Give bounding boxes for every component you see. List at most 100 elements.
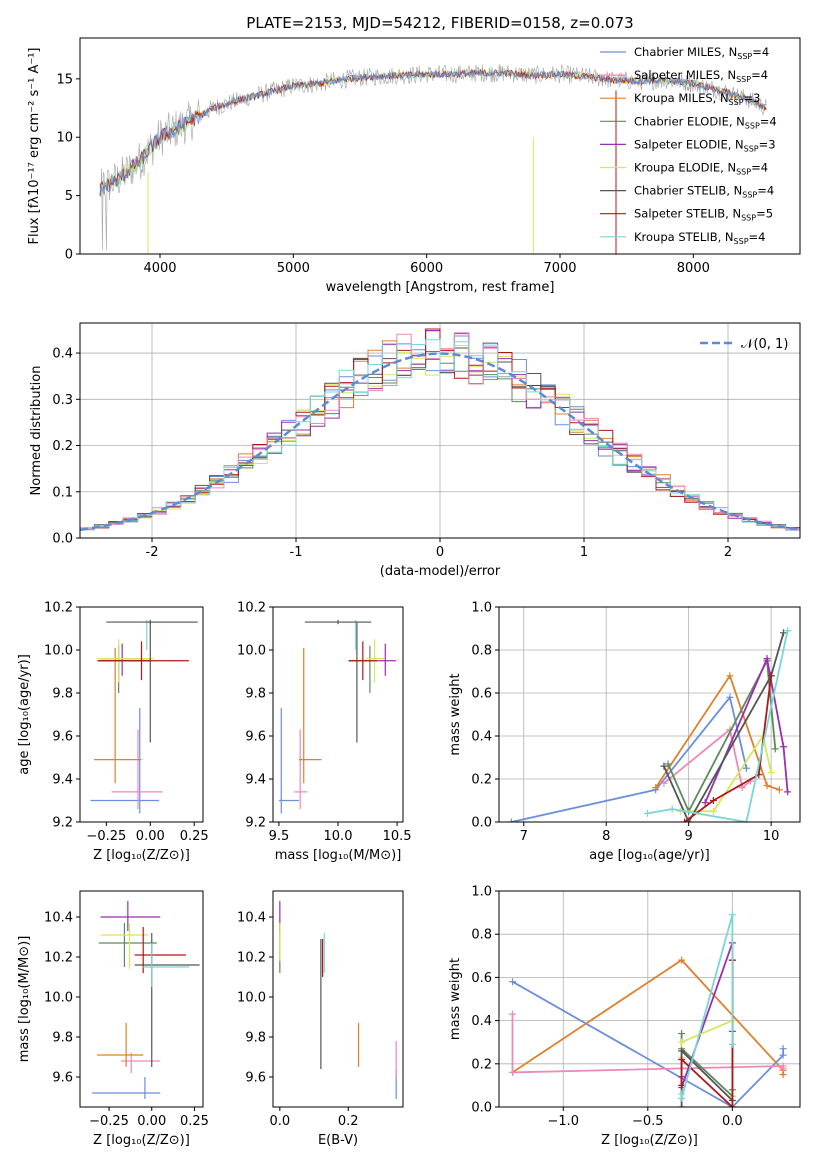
data-point — [106, 619, 198, 625]
weight-marker — [779, 1064, 787, 1072]
x-axis-label: Z [log₁₀(Z/Z⊙)] — [93, 848, 190, 863]
plot-area — [507, 627, 792, 822]
legend-entry: Kroupa STELIB, NSSP=4 — [634, 230, 765, 246]
y-tick-label: 0.8 — [471, 644, 492, 659]
y-tick-label: 0.0 — [52, 532, 73, 547]
y-tick-label: 10.2 — [237, 951, 266, 966]
x-axis-label: wavelength [Angstrom, rest frame] — [326, 280, 555, 295]
axes-frame — [79, 37, 801, 255]
x-tick-label: 10 — [763, 829, 780, 844]
x-axis-label: mass [log₁₀(M/M⊙)] — [275, 848, 402, 863]
x-tick-label: −0.25 — [86, 829, 126, 844]
weight-series — [683, 675, 772, 822]
x-axis-label: Z [log₁₀(Z/Z⊙)] — [93, 1133, 190, 1148]
x-tick-label: 10.5 — [383, 829, 412, 844]
y-tick-label: 0.0 — [471, 1101, 492, 1116]
y-tick-label: 0.2 — [471, 773, 492, 788]
x-tick-label: 10.0 — [324, 829, 353, 844]
legend-entry: 𝒩(0, 1) — [741, 337, 788, 352]
weight-marker — [678, 1094, 686, 1102]
y-axis-label: Flux [fλ10⁻¹⁷ erg cm⁻² s⁻¹ A⁻¹] — [27, 48, 42, 245]
weight-marker — [507, 818, 515, 822]
weight-marker — [771, 745, 779, 753]
weight-series — [663, 632, 785, 822]
y-tick-label: 9.4 — [52, 773, 73, 788]
weight-marker — [709, 807, 717, 815]
data-point — [90, 708, 160, 814]
panel-spectrum: 4000 5000 6000 7000 8000 0 5 10 15 wavelength [An… — [27, 37, 801, 295]
plot-area — [90, 619, 198, 814]
weight-marker — [664, 760, 672, 768]
plot-area — [80, 328, 800, 538]
y-tick-label: 9.6 — [52, 1071, 73, 1086]
axes-frame — [79, 890, 204, 1108]
y-tick-label: 0.0 — [471, 816, 492, 831]
legend-entry: Salpeter ELODIE, NSSP=3 — [634, 137, 776, 153]
data-point — [97, 622, 151, 743]
axes-frame — [79, 606, 204, 823]
data-point — [348, 622, 367, 743]
data-point — [143, 943, 190, 987]
weight-marker — [763, 655, 771, 663]
y-tick-label: 10.4 — [237, 911, 266, 926]
x-tick-label: 0.25 — [180, 1114, 209, 1129]
data-point — [94, 647, 142, 784]
y-tick-label: 9.2 — [245, 816, 266, 831]
weight-marker — [728, 1040, 736, 1048]
plot-area — [278, 619, 396, 814]
plot-area — [99, 64, 767, 254]
weight-marker — [779, 1045, 787, 1053]
y-tick-label: 10 — [56, 131, 73, 146]
weight-marker — [742, 818, 750, 822]
x-tick-label: 6000 — [410, 261, 443, 276]
x-tick-label: 0.2 — [338, 1114, 359, 1129]
panel-weight_vs_age: 7 8 9 10 0.0 0.2 0.4 0.6 0.8 1.0 age [log₁₀(age/yr… — [448, 601, 801, 863]
weight-marker — [728, 1103, 736, 1107]
data-point — [91, 1077, 161, 1099]
x-tick-label: 2 — [724, 545, 732, 560]
x-tick-label: -2 — [146, 545, 159, 560]
y-tick-label: 10.4 — [44, 911, 73, 926]
y-axis-label: mass weight — [448, 958, 463, 1040]
data-point — [97, 645, 151, 693]
x-tick-label: 7 — [520, 829, 528, 844]
weight-marker — [767, 769, 775, 777]
y-tick-label: 10.2 — [44, 601, 73, 616]
weight-marker — [668, 805, 676, 813]
figure-title: PLATE=2153, MJD=54212, FIBERID=0158, z=0… — [246, 14, 633, 32]
y-tick-label: 0.8 — [471, 928, 492, 943]
data-point — [111, 729, 163, 810]
y-tick-label: 0.6 — [471, 971, 492, 986]
weight-marker — [726, 672, 734, 680]
y-tick-label: 0.4 — [471, 730, 492, 745]
y-tick-label: 9.6 — [52, 730, 73, 745]
y-tick-label: 9.8 — [52, 1031, 73, 1046]
y-tick-label: 0.4 — [52, 347, 73, 362]
weight-series — [680, 960, 734, 1107]
data-point — [134, 933, 200, 1067]
legend-entry: Kroupa ELODIE, NSSP=4 — [634, 161, 768, 177]
y-tick-label: 0.2 — [52, 439, 73, 454]
x-tick-label: 0.25 — [180, 829, 209, 844]
axes-frame — [272, 606, 404, 823]
y-tick-label: 9.6 — [245, 1071, 266, 1086]
spectrum-line — [99, 69, 767, 195]
weight-marker — [652, 784, 660, 792]
weight-marker — [681, 818, 689, 822]
x-tick-label: 7000 — [543, 261, 576, 276]
y-tick-label: 9.6 — [245, 730, 266, 745]
legend-entry: Chabrier ELODIE, NSSP=4 — [634, 114, 777, 130]
weight-marker — [509, 1010, 517, 1018]
weight-marker — [767, 672, 775, 680]
plot-area — [509, 911, 787, 1107]
weight-marker — [678, 1103, 686, 1107]
y-tick-label: 10.0 — [237, 644, 266, 659]
plot-area — [279, 901, 397, 1099]
data-point — [299, 647, 322, 784]
panel-age_vs_mass: 9.5 10.0 10.5 9.2 9.4 9.6 9.8 10.0 10.2 mass [log… — [237, 601, 412, 864]
weight-marker — [784, 788, 792, 796]
panel-residuals: -2 -1 0 1 2 0.0 0.1 0.2 0.3 0.4 (data-model)/error… — [29, 322, 801, 579]
x-axis-label: Z [log₁₀(Z/Z⊙)] — [601, 1133, 698, 1148]
x-tick-label: 0.0 — [269, 1114, 290, 1129]
